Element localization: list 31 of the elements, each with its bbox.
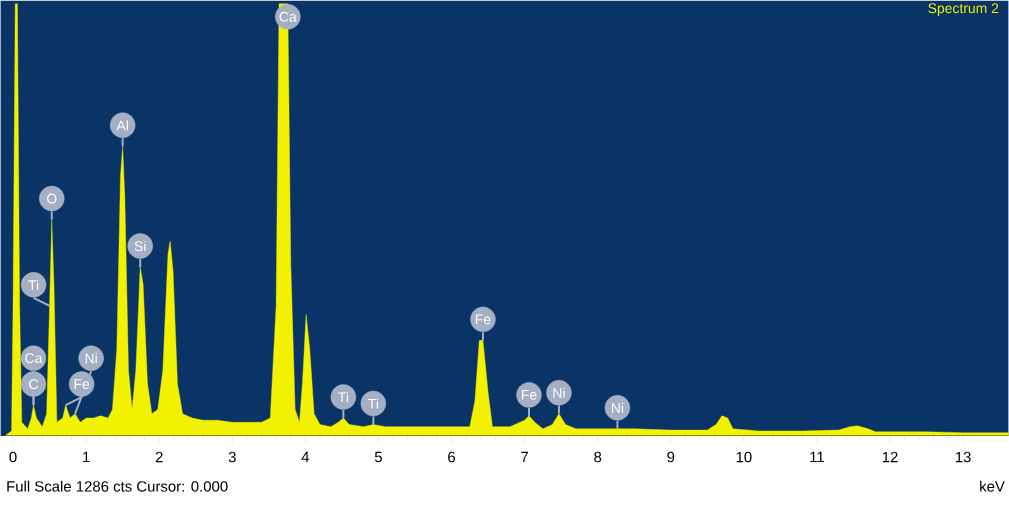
annotation: Fe — [522, 389, 537, 400]
annotation: Ni — [553, 387, 565, 398]
x-tick-label: 7 — [521, 451, 529, 462]
annotation: Al — [116, 120, 128, 131]
x-tick-label: 11 — [810, 451, 824, 462]
x-tick-label: 0 — [9, 451, 17, 463]
x-tick-label: 12 — [882, 451, 898, 463]
annotation: Ca — [279, 11, 297, 22]
annotation: Si — [134, 240, 146, 252]
annotation: O — [47, 193, 57, 204]
annotation: Ca — [25, 353, 43, 363]
annotation: Ni — [85, 353, 97, 364]
x-tick-label: 2 — [155, 451, 163, 463]
x-tick-label: 9 — [667, 451, 675, 463]
annotation: Ni — [611, 402, 624, 413]
annotation: Ti — [368, 398, 378, 409]
annotation: Spectrum 2 — [928, 3, 999, 16]
annotation: Fe — [74, 379, 90, 389]
text: Full Scale 1286 cts Cursor: 0.000 — [7, 480, 228, 492]
x-tick-label: 10 — [736, 451, 752, 463]
annotation: Ti — [338, 391, 348, 402]
annotation: Ti — [28, 279, 39, 290]
x-tick-label: 6 — [448, 451, 456, 463]
x-tick-label: 13 — [955, 451, 971, 463]
x-tick-label: 8 — [594, 451, 602, 463]
x-tick-label: 5 — [374, 451, 382, 463]
x-tick-label: 3 — [228, 451, 236, 463]
x-tick-label: 4 — [301, 451, 310, 462]
annotation: Fe — [475, 314, 491, 325]
x-axis-title: keV — [980, 480, 1005, 492]
x-tick-label: 1 — [83, 451, 90, 462]
